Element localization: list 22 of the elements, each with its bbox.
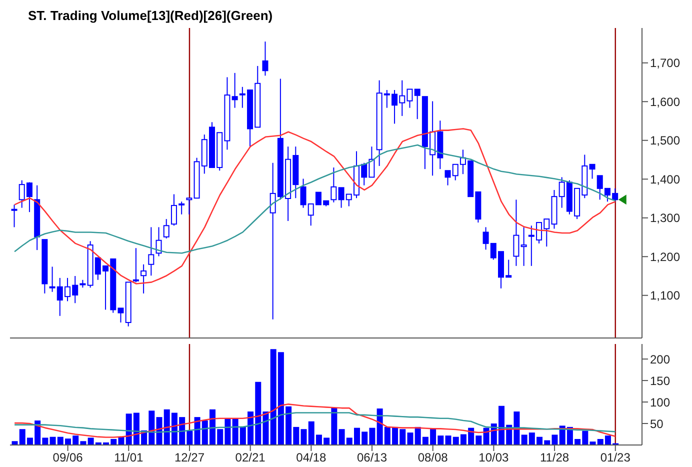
x-tick-label: 04/18 — [296, 450, 327, 465]
x-tick-label: 06/13 — [356, 450, 388, 465]
y-tick-label: 1,100 — [650, 288, 680, 303]
x-tick-label: 09/06 — [52, 450, 84, 465]
chart-title: ST. Trading Volume[13](Red)[26](Green) — [27, 8, 274, 24]
y-tick-label: 1,700 — [650, 56, 680, 70]
y-tick-label: 100 — [650, 395, 670, 410]
x-tick-label: 02/21 — [235, 450, 266, 465]
y-tick-label: 50 — [650, 416, 664, 431]
y-tick-label: 1,200 — [650, 250, 680, 264]
y-tick-label: 1,300 — [650, 211, 680, 226]
x-tick-label: 08/08 — [418, 450, 448, 465]
x-tick-label: 12/27 — [174, 450, 205, 465]
y-tick-label: 150 — [650, 374, 670, 388]
x-tick-label: 01/23 — [600, 450, 631, 465]
y-tick-label: 1,600 — [650, 94, 680, 109]
x-tick-label: 10/03 — [478, 450, 510, 465]
y-tick-label: 1,500 — [650, 134, 680, 148]
y-tick-label: 1,400 — [650, 172, 680, 186]
x-tick-label: 11/01 — [114, 450, 144, 465]
x-tick-label: 11/28 — [540, 450, 570, 465]
y-tick-label: 200 — [650, 352, 670, 366]
